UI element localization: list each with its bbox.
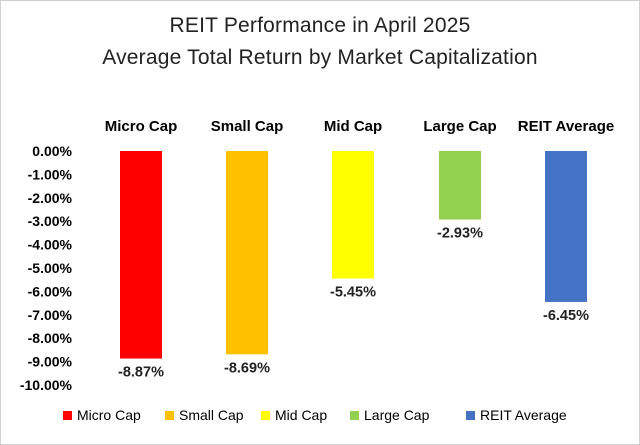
y-tick-label: -2.00%: [28, 190, 73, 206]
bar: [226, 151, 268, 355]
bar: [332, 151, 374, 279]
legend-swatch: [350, 411, 359, 420]
y-tick-label: -8.00%: [28, 330, 73, 346]
bar: [439, 151, 481, 220]
data-label: -5.45%: [330, 285, 376, 301]
legend-label: Mid Cap: [275, 407, 327, 423]
y-tick-label: -1.00%: [28, 166, 73, 182]
y-tick-label: -4.00%: [28, 237, 73, 253]
category-label: Large Cap: [423, 118, 496, 135]
y-tick-label: -5.00%: [28, 260, 73, 276]
y-tick-label: -9.00%: [28, 354, 73, 370]
legend-label: Large Cap: [364, 407, 430, 423]
category-label: Small Cap: [211, 118, 284, 135]
category-label: REIT Average: [518, 118, 614, 135]
legend-swatch: [63, 411, 72, 420]
category-label: Mid Cap: [324, 118, 382, 135]
y-tick-label: -10.00%: [20, 377, 73, 393]
legend-swatch: [165, 411, 174, 420]
data-label: -8.69%: [224, 360, 270, 376]
legend-label: Small Cap: [179, 407, 244, 423]
category-label: Micro Cap: [105, 118, 178, 135]
data-label: -8.87%: [118, 365, 164, 381]
bar: [120, 151, 162, 359]
legend-swatch: [466, 411, 475, 420]
chart-subtitle: Average Total Return by Market Capitaliz…: [102, 46, 538, 69]
data-label: -6.45%: [543, 308, 589, 324]
y-tick-label: -7.00%: [28, 307, 73, 323]
legend-swatch: [261, 411, 270, 420]
chart-title: REIT Performance in April 2025: [169, 14, 471, 37]
legend-label: REIT Average: [480, 407, 567, 423]
y-tick-label: -6.00%: [28, 283, 73, 299]
y-tick-label: 0.00%: [32, 143, 72, 159]
legend-label: Micro Cap: [77, 407, 141, 423]
data-label: -2.93%: [437, 226, 483, 242]
y-tick-label: -3.00%: [28, 213, 73, 229]
bar: [545, 151, 587, 302]
